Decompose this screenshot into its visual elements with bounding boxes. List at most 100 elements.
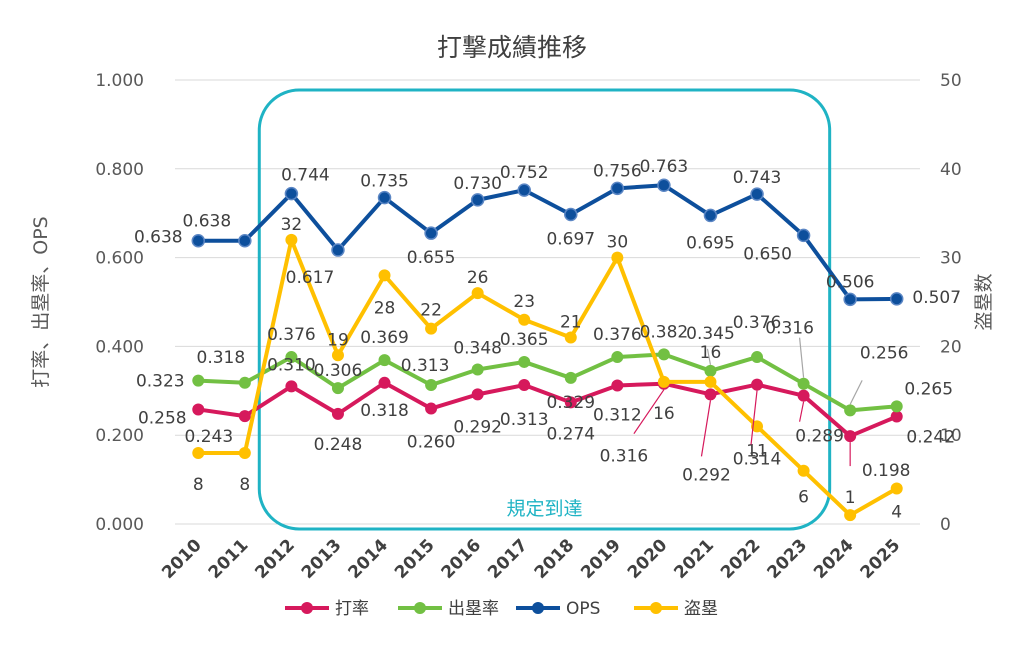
x-tick-label: 2015 [391, 535, 439, 583]
data-label: 8 [239, 475, 250, 495]
leader-line [799, 401, 805, 422]
data-label: 19 [327, 330, 349, 350]
data-point [238, 446, 251, 459]
y-left-tick-label: 0.000 [95, 515, 144, 535]
data-point [331, 407, 344, 420]
data-label: 23 [513, 292, 535, 312]
data-label: 0.369 [360, 328, 409, 348]
data-label: 0.506 [826, 272, 875, 292]
y-left-tick-label: 0.200 [95, 426, 144, 446]
data-label: 0.289 [795, 427, 844, 447]
data-label: 0.376 [267, 325, 316, 345]
data-label: 0.638 [134, 228, 183, 248]
data-point [471, 388, 484, 401]
data-label: 32 [281, 215, 303, 235]
data-label: 0.313 [500, 410, 549, 430]
data-label: 0.318 [197, 348, 246, 368]
data-point [657, 348, 670, 361]
data-label: 0.382 [640, 322, 689, 342]
x-tick-label: 2025 [857, 535, 905, 583]
data-point [425, 402, 438, 415]
data-label: 0.306 [314, 361, 363, 381]
data-label: 0.260 [407, 433, 456, 453]
data-point [844, 509, 857, 522]
data-point [517, 183, 531, 197]
data-point [518, 355, 531, 368]
data-label: 0.756 [593, 161, 642, 181]
data-label: 0.743 [733, 168, 782, 188]
data-point [564, 371, 577, 384]
data-point [703, 208, 718, 223]
data-label: 0.695 [686, 233, 735, 253]
data-point [331, 349, 344, 362]
x-tick-label: 2022 [717, 535, 765, 583]
x-tick-label: 2018 [531, 535, 579, 583]
y-axis-left: 0.000 0.200 0.400 0.600 0.800 1.000 [95, 71, 144, 535]
x-tick-label: 2020 [624, 535, 672, 583]
data-point [704, 364, 717, 377]
data-label: 0.376 [733, 313, 782, 333]
data-label: 0.730 [453, 174, 502, 194]
y-left-tick-label: 0.800 [95, 160, 144, 180]
gridlines [175, 79, 920, 525]
data-point [238, 376, 251, 389]
data-point [797, 377, 810, 390]
series-line [197, 380, 898, 439]
series-line [198, 352, 897, 413]
data-point [751, 378, 764, 391]
data-point [890, 482, 903, 495]
data-label: 0.348 [453, 338, 502, 358]
data-label: 0.655 [407, 248, 456, 268]
data-point [797, 389, 810, 402]
data-point [751, 351, 764, 364]
data-label: 0.376 [593, 325, 642, 345]
x-tick-label: 2012 [251, 535, 299, 583]
data-point [796, 228, 811, 243]
legend-label: 打率 [335, 599, 369, 619]
x-tick-label: 2021 [670, 535, 718, 583]
data-label: 0.617 [286, 268, 335, 288]
data-label: 0.248 [314, 435, 363, 455]
data-point [331, 243, 345, 257]
data-point [192, 403, 205, 416]
data-label: 0.310 [267, 355, 316, 375]
data-point [610, 181, 625, 196]
data-label: 0.256 [860, 343, 909, 363]
data-label: 0.313 [401, 356, 450, 376]
y-left-tick-label: 1.000 [95, 71, 144, 91]
legend-label: 盗塁 [684, 599, 718, 619]
y-right-tick-label: 50 [940, 71, 962, 91]
chart-title: 打撃成績推移 [437, 33, 587, 62]
data-label: 0.258 [138, 408, 187, 428]
data-labels: 0.2580.2430.3100.2480.3180.2600.2920.313… [134, 157, 961, 522]
data-point [564, 207, 578, 222]
data-point [704, 375, 717, 388]
data-label: 0.345 [686, 324, 735, 344]
series-layer [191, 178, 904, 522]
x-tick-label: 2023 [764, 535, 812, 583]
data-point [470, 193, 485, 207]
legend-label: OPS [566, 599, 600, 619]
y-left-tick-label: 0.600 [95, 249, 144, 269]
legend-swatch-marker [414, 602, 426, 614]
data-point [844, 430, 857, 443]
series-line [198, 237, 898, 518]
data-label: 0.697 [546, 230, 595, 250]
data-point [285, 351, 298, 364]
x-tick-label: 2019 [577, 535, 625, 583]
x-axis: 2010201120122013201420152016201720182019… [158, 535, 904, 583]
data-point [191, 233, 206, 248]
data-point [331, 382, 344, 395]
data-point [564, 331, 577, 344]
data-label: 0.318 [360, 401, 409, 421]
data-point [890, 410, 903, 423]
data-label: 0.243 [185, 427, 234, 447]
x-tick-label: 2013 [298, 535, 346, 583]
data-label: 0.752 [500, 163, 549, 183]
y-axis-right-title: 盗塁数 [973, 273, 995, 330]
y-axis-left-title: 打率、出塁率、OPS [30, 216, 52, 387]
legend-label: 出塁率 [448, 599, 499, 619]
data-point [750, 187, 764, 201]
x-tick-label: 2024 [810, 535, 858, 583]
